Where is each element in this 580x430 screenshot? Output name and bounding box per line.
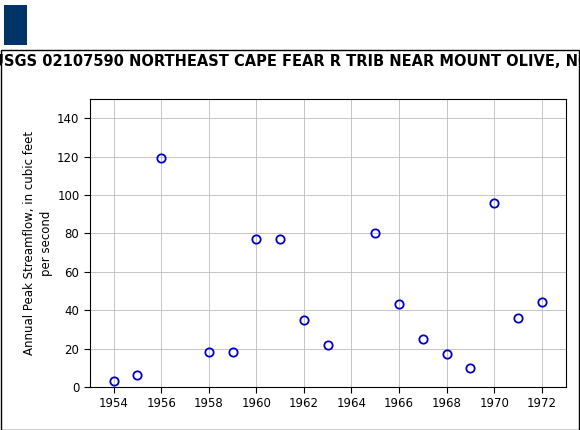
Y-axis label: Annual Peak Streamflow, in cubic feet
per second: Annual Peak Streamflow, in cubic feet pe…	[23, 131, 53, 355]
FancyBboxPatch shape	[4, 5, 27, 45]
Text: USGS: USGS	[32, 16, 87, 34]
FancyBboxPatch shape	[3, 4, 55, 46]
Text: USGS 02107590 NORTHEAST CAPE FEAR R TRIB NEAR MOUNT OLIVE, NC: USGS 02107590 NORTHEAST CAPE FEAR R TRIB…	[0, 54, 580, 69]
